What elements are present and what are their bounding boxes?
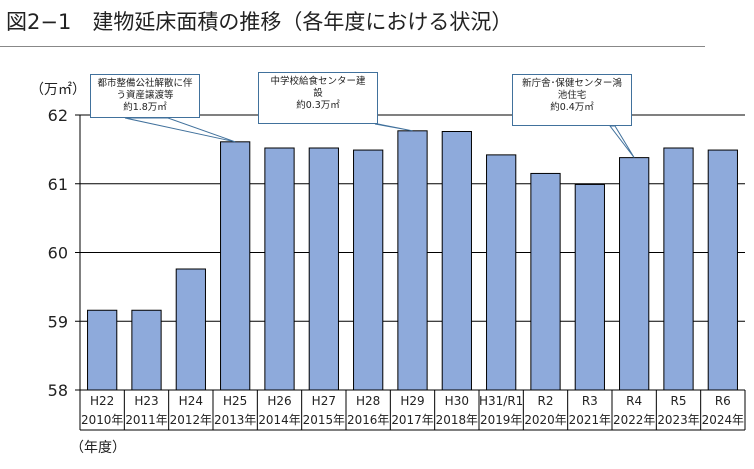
bar: [131, 309, 162, 391]
callout-pointer: [374, 123, 413, 132]
x-tick-label: H25: [223, 394, 247, 408]
x-tick-label: H31/R1: [479, 394, 523, 408]
x-year-label: 2018年: [436, 413, 478, 427]
annotation-line: 新庁舎･保健センター鴻: [522, 78, 622, 89]
annotation-line: 約0.3万㎡: [296, 100, 340, 111]
bar: [397, 130, 428, 391]
bar: [441, 131, 472, 391]
x-year-label: 2015年: [303, 413, 345, 427]
x-year-label: 2013年: [214, 413, 256, 427]
x-tick-label: R2: [538, 394, 554, 408]
page-title: 図2−1 建物延床面積の推移（各年度における状況）: [6, 10, 513, 34]
x-year-label: 2022年: [613, 413, 655, 427]
x-year-label: 2021年: [569, 413, 611, 427]
bar: [574, 183, 605, 391]
x-year-label: 2020年: [524, 413, 566, 427]
x-year-label: 2010年: [81, 413, 123, 427]
x-year-label: 2016年: [347, 413, 389, 427]
x-tick-label: R4: [626, 394, 642, 408]
bar: [663, 147, 694, 391]
annotation-callout: 都市整備公社解散に伴 う資産譲渡等 約1.8万㎡: [90, 74, 200, 118]
y-axis-label: （万㎡）: [30, 82, 86, 98]
x-tick-label: H23: [134, 394, 158, 408]
annotation-line: 設: [313, 88, 323, 99]
x-axis-label: （年度）: [70, 440, 126, 456]
bar: [486, 154, 517, 391]
title-divider: [0, 46, 705, 47]
x-year-label: 2017年: [391, 413, 433, 427]
bar: [220, 141, 251, 391]
x-tick-label: H26: [267, 394, 291, 408]
x-tick-label: R5: [671, 394, 687, 408]
callout-pointer: [124, 117, 236, 143]
x-tick-label: R3: [582, 394, 598, 408]
annotation-line: 約0.4万㎡: [550, 102, 594, 113]
bar: [175, 268, 206, 391]
x-tick-label: R6: [715, 394, 731, 408]
annotation-callout: 中学校給食センター建設約0.3万㎡: [258, 72, 378, 124]
x-year-label: 2019年: [480, 413, 522, 427]
bar: [353, 149, 384, 391]
annotation-line: 約1.8万㎡: [123, 102, 167, 113]
x-year-label: 2014年: [258, 413, 300, 427]
x-tick-label: H28: [356, 394, 380, 408]
y-tick-label: 60: [48, 244, 68, 263]
x-tick-label: H30: [445, 394, 469, 408]
bar: [308, 147, 339, 391]
x-year-label: 2011年: [125, 413, 167, 427]
y-tick-label: 61: [48, 175, 68, 194]
annotation-line: う資産譲渡等: [116, 90, 174, 101]
x-tick-label: H24: [179, 394, 203, 408]
annotation-line: 中学校給食センター建: [270, 76, 366, 87]
x-year-label: 2023年: [657, 413, 699, 427]
bar: [530, 172, 561, 391]
x-tick-label: H29: [400, 394, 424, 408]
annotation-line: 都市整備公社解散に伴: [97, 78, 193, 89]
y-tick-label: 58: [48, 381, 68, 400]
bar: [264, 147, 295, 391]
annotation-line: 池住宅: [557, 90, 587, 101]
annotation-callout: 新庁舎･保健センター鴻 池住宅 約0.4万㎡: [512, 74, 632, 126]
bar: [707, 149, 738, 391]
bar: [87, 309, 118, 391]
bar: [619, 157, 650, 391]
callout-pointer: [608, 125, 635, 158]
y-tick-label: 62: [48, 106, 68, 125]
x-year-label: 2012年: [170, 413, 212, 427]
x-year-label: 2024年: [702, 413, 744, 427]
x-tick-label: H22: [90, 394, 114, 408]
y-tick-label: 59: [48, 312, 68, 331]
x-tick-label: H27: [312, 394, 336, 408]
